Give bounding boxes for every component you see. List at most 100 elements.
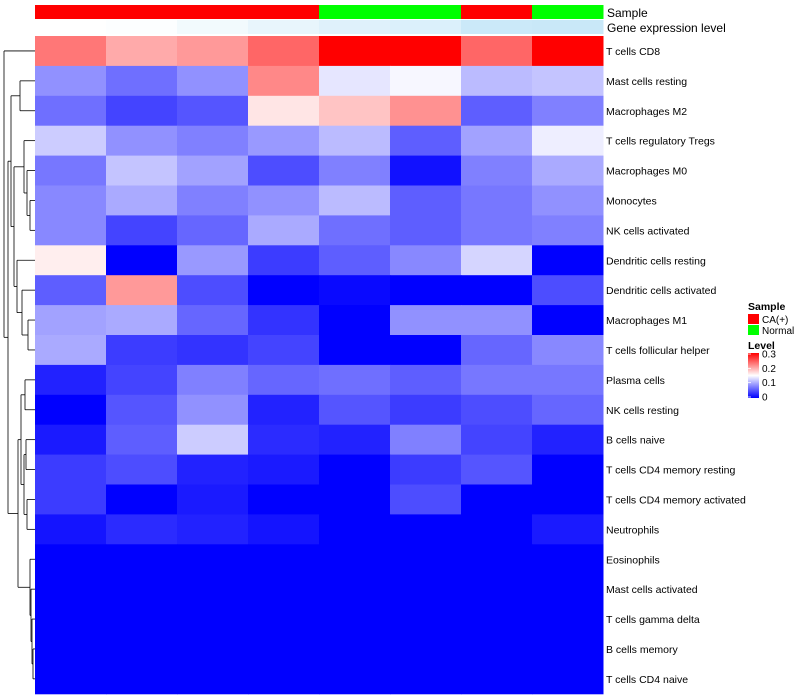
heatmap-cell — [35, 36, 107, 67]
heatmap-cell — [390, 275, 462, 306]
legend-tick-label: 0.1 — [762, 378, 776, 389]
heatmap-cell — [248, 185, 320, 216]
heatmap-cell — [319, 424, 391, 456]
row-label: B cells memory — [606, 644, 679, 656]
heatmap-cell — [35, 663, 107, 695]
heatmap-cell — [461, 574, 533, 605]
heatmap-cell — [319, 364, 391, 396]
heatmap-cell — [177, 185, 249, 216]
heatmap-cell — [532, 454, 604, 485]
heatmap-cell — [106, 514, 178, 545]
heatmap-cell — [177, 36, 249, 67]
row-label: Neutrophils — [606, 524, 659, 536]
heatmap-cell — [532, 335, 604, 366]
heatmap-cell — [106, 125, 178, 157]
heatmap-cell — [461, 544, 533, 575]
heatmap-cell — [319, 634, 391, 665]
heatmap-cell — [461, 65, 533, 97]
heatmap-cell — [319, 185, 391, 216]
row-label: NK cells activated — [606, 225, 690, 237]
heatmap-cell — [106, 215, 178, 246]
heatmap-cell — [390, 484, 462, 515]
heatmap-cell — [248, 125, 320, 157]
heatmap-cell — [248, 65, 320, 97]
heatmap-cell — [248, 364, 320, 396]
heatmap-cell — [319, 275, 391, 306]
heatmap-cell — [248, 604, 320, 635]
heatmap-cell — [390, 155, 462, 186]
heatmap-cell — [35, 65, 107, 97]
heatmap-cell — [106, 245, 178, 276]
heatmap-cell — [106, 155, 178, 186]
heatmap-cell — [461, 36, 533, 67]
heatmap-cell — [177, 65, 249, 97]
row-label: Macrophages M2 — [606, 106, 687, 118]
heatmap-cell — [390, 65, 462, 97]
heatmap-cell — [390, 335, 462, 366]
heatmap-cell — [390, 424, 462, 456]
heatmap-cell — [177, 484, 249, 515]
heatmap-cell — [177, 574, 249, 605]
heatmap-cell — [35, 574, 107, 605]
heatmap-cell — [35, 484, 107, 515]
heatmap-cell — [532, 514, 604, 545]
heatmap-cell — [35, 215, 107, 246]
heatmap-cell — [461, 245, 533, 276]
heatmap-cell — [532, 215, 604, 246]
heatmap-cell — [461, 125, 533, 157]
heatmap-cell — [35, 185, 107, 216]
expression-level-annotation-cell — [390, 20, 462, 34]
heatmap-cell — [319, 604, 391, 635]
row-label: Eosinophils — [606, 554, 660, 566]
row-label: T cells regulatory Tregs — [606, 136, 715, 148]
heatmap-cell — [106, 604, 178, 635]
heatmap-cell — [461, 663, 533, 695]
heatmap-cell — [106, 275, 178, 306]
heatmap-cell — [177, 335, 249, 366]
heatmap-cell — [35, 245, 107, 276]
heatmap-cell — [177, 125, 249, 157]
heatmap-cell — [106, 394, 178, 426]
heatmap-cell — [461, 394, 533, 426]
heatmap-cell — [35, 604, 107, 635]
legend-sample-title: Sample — [748, 301, 786, 313]
heatmap-cell — [319, 484, 391, 515]
heatmap-cell — [532, 394, 604, 426]
heatmap-cell — [177, 394, 249, 426]
heatmap-cell — [248, 95, 320, 127]
heatmap-cell — [390, 215, 462, 246]
heatmap-cell — [319, 95, 391, 127]
heatmap-cell — [319, 36, 391, 67]
heatmap-cell — [248, 275, 320, 306]
heatmap-cell — [532, 634, 604, 665]
heatmap-cell — [106, 484, 178, 515]
heatmap-cell — [35, 544, 107, 575]
heatmap-cell — [532, 544, 604, 575]
heatmap-cell — [248, 394, 320, 426]
sample-annotation-cell — [319, 5, 391, 19]
legend-swatch — [748, 325, 759, 335]
heatmap-cell — [177, 95, 249, 127]
expression-level-annotation-cell — [319, 20, 391, 34]
expression-level-annotation-cell — [35, 20, 107, 34]
heatmap-cell — [248, 484, 320, 515]
heatmap-cell — [461, 634, 533, 665]
heatmap-cell — [35, 364, 107, 396]
heatmap-cell — [390, 125, 462, 157]
heatmap-cell — [106, 335, 178, 366]
row-label: Dendritic cells activated — [606, 285, 716, 297]
row-label: Plasma cells — [606, 375, 665, 387]
expression-level-annotation-cell — [461, 20, 533, 34]
heatmap-cell — [177, 544, 249, 575]
sample-annotation-cell — [177, 5, 249, 19]
heatmap-cell — [106, 544, 178, 575]
heatmap-cell — [248, 514, 320, 545]
heatmap-cell — [319, 574, 391, 605]
heatmap-cell — [390, 95, 462, 127]
heatmap-cell — [532, 245, 604, 276]
row-label: T cells CD4 naive — [606, 674, 688, 686]
heatmap-cell — [532, 125, 604, 157]
sample-annotation-cell — [532, 5, 604, 19]
